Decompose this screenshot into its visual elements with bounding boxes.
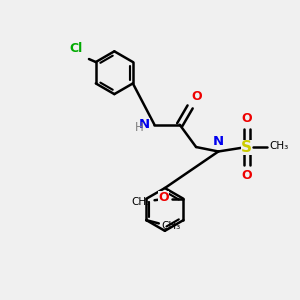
- Text: N: N: [213, 135, 224, 148]
- Text: S: S: [241, 140, 252, 154]
- Text: O: O: [241, 169, 252, 182]
- Text: CH₃: CH₃: [270, 141, 289, 152]
- Text: Cl: Cl: [69, 42, 82, 55]
- Text: O: O: [158, 191, 169, 204]
- Text: N: N: [139, 118, 150, 131]
- Text: H: H: [135, 121, 143, 134]
- Text: O: O: [192, 90, 202, 103]
- Text: CH₃: CH₃: [131, 197, 151, 207]
- Text: CH₃: CH₃: [161, 221, 180, 231]
- Text: O: O: [241, 112, 252, 125]
